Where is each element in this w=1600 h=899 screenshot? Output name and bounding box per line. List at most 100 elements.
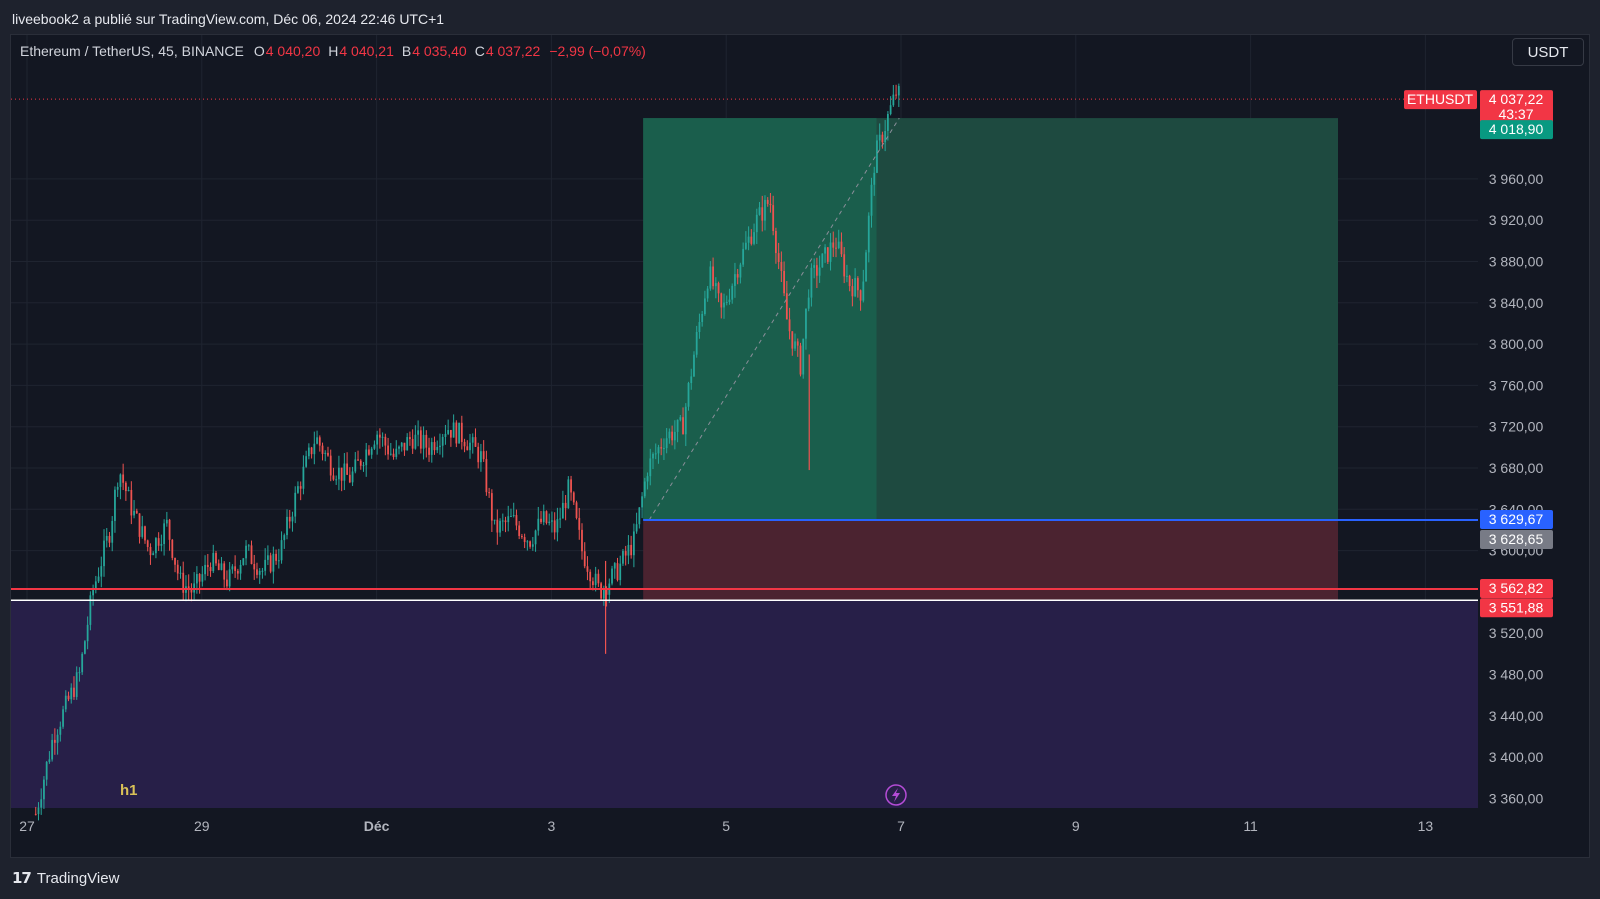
candle-body — [365, 449, 368, 466]
stop-tag-bg — [1480, 578, 1553, 598]
candle-body — [171, 539, 174, 558]
candle-body — [676, 419, 679, 432]
candle-body — [310, 447, 313, 455]
candle-body — [92, 590, 94, 596]
candle-body — [736, 274, 739, 278]
candle-body — [329, 455, 332, 476]
high-label: H — [328, 43, 339, 59]
candle-body — [245, 545, 247, 559]
candle-body — [419, 430, 422, 449]
candle-body — [359, 460, 362, 466]
candle-body — [799, 345, 802, 375]
symbol-legend: Ethereum / TetherUS, 45, BINANCE O 4 040… — [20, 43, 654, 59]
candle-body — [632, 531, 635, 556]
candle-body — [493, 519, 496, 521]
candle-body — [409, 437, 411, 440]
candle-body — [223, 563, 226, 580]
candle-body — [515, 515, 518, 526]
candle-body — [480, 451, 482, 463]
candle-body — [589, 571, 592, 582]
candle-body — [693, 354, 695, 377]
candle-body — [89, 595, 92, 625]
lightning-icon — [885, 784, 907, 806]
timeframe-label: h1 — [120, 782, 138, 799]
candle-body — [343, 463, 346, 481]
x-tick-label: 3 — [548, 818, 556, 834]
candle-body — [635, 524, 638, 532]
x-tick-label: 29 — [194, 818, 210, 834]
candle-body — [529, 541, 531, 547]
change-value: −2,99 (−0,07%) — [549, 43, 646, 59]
candle-body — [777, 253, 780, 263]
candle-body — [124, 482, 127, 492]
candle-body — [163, 523, 166, 545]
candle-body — [62, 709, 64, 727]
candle-body — [195, 573, 198, 584]
candle-body — [226, 579, 228, 587]
candle-body — [253, 563, 256, 570]
ethusdt-tag-bg — [1404, 90, 1477, 110]
candle-body — [348, 474, 351, 483]
candle-body — [673, 431, 676, 441]
x-tick-label: 5 — [722, 818, 730, 834]
candle-body — [204, 564, 206, 575]
candle-body — [198, 573, 201, 582]
candle-body — [766, 199, 769, 204]
candle-body — [810, 267, 813, 298]
candle-body — [641, 496, 643, 508]
candle-body — [802, 338, 805, 375]
candle-body — [357, 459, 359, 461]
candle-body — [739, 264, 742, 278]
candle-body — [523, 537, 526, 543]
candle-body — [455, 422, 458, 444]
candle-body — [832, 242, 835, 248]
candle-body — [564, 502, 567, 509]
tradingview-brand[interactable]: 17 TradingView — [12, 869, 119, 887]
candle-body — [818, 267, 821, 276]
x-tick-label: Déc — [364, 818, 390, 834]
candle-body — [526, 541, 529, 543]
x-tick-label: 7 — [897, 818, 905, 834]
candle-body — [398, 446, 400, 449]
current-price-tag-text: 4 037,22 — [1489, 91, 1544, 107]
candle-body — [706, 288, 709, 299]
candle-body — [466, 446, 469, 451]
candle-body — [239, 564, 242, 574]
candle-body — [701, 313, 704, 323]
candle-body — [482, 451, 485, 460]
candle-body — [108, 535, 111, 543]
candle-body — [843, 254, 846, 277]
candle-body — [324, 452, 327, 454]
currency-button[interactable]: USDT — [1512, 38, 1584, 66]
candle-body — [179, 572, 182, 574]
candle-body — [414, 434, 417, 449]
candle-body — [187, 586, 190, 590]
candle-body — [723, 302, 725, 308]
candle-body — [572, 492, 575, 503]
open-label: O — [253, 43, 265, 59]
candle-body — [829, 242, 832, 262]
candle-body — [592, 581, 594, 586]
candle-body — [758, 207, 761, 215]
candle-body — [176, 564, 179, 574]
tradingview-logo-icon: 17 — [12, 869, 32, 887]
candle-body — [299, 486, 302, 489]
symbol-name[interactable]: Ethereum / TetherUS, 45, BINANCE — [20, 43, 244, 59]
y-tick-label: 3 720,00 — [1489, 419, 1544, 435]
candle-body — [433, 442, 436, 451]
candle-body — [78, 672, 81, 674]
candle-body — [452, 422, 455, 438]
candle-body — [835, 247, 837, 249]
candle-body — [149, 546, 152, 556]
candle-body — [70, 687, 73, 700]
candle-body — [840, 241, 843, 255]
candle-body — [750, 236, 753, 244]
candle-body — [264, 559, 267, 571]
lightning-icon-glyph — [892, 788, 900, 802]
candle-body — [540, 518, 542, 523]
tradingview-label: TradingView — [36, 869, 120, 887]
candle-body — [81, 653, 84, 673]
candle-body — [684, 406, 687, 435]
candle-body — [316, 437, 318, 444]
